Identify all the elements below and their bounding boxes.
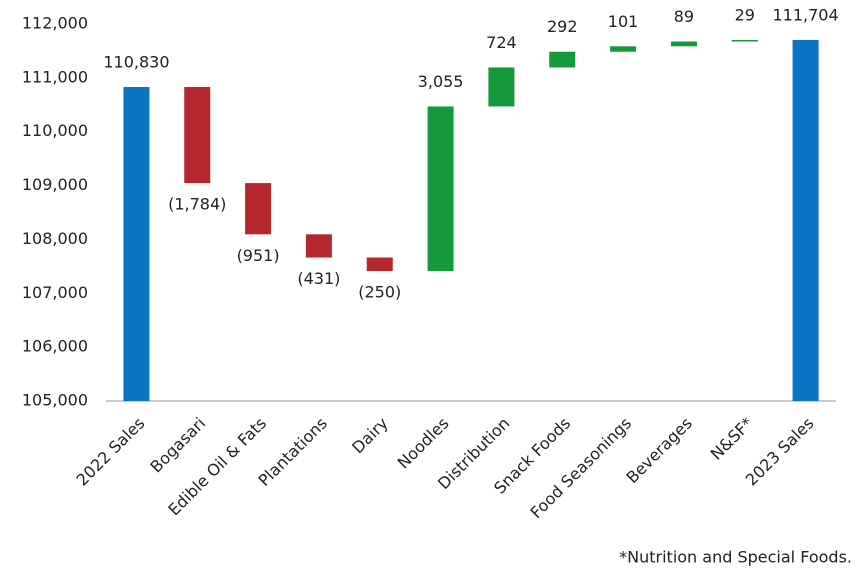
value-label: (250) (358, 282, 401, 301)
y-tick-label: 108,000 (22, 229, 88, 248)
x-tick-label: N&SF* (707, 414, 757, 464)
x-tick-label: Bogasari (146, 414, 209, 477)
value-label: 292 (547, 17, 578, 36)
x-tick-label: Beverages (622, 414, 695, 487)
bar (610, 46, 637, 52)
value-label: 110,830 (103, 53, 169, 72)
y-tick-label: 112,000 (22, 14, 88, 33)
bar (731, 39, 758, 42)
value-label: 29 (735, 5, 755, 24)
y-tick-label: 106,000 (22, 337, 88, 356)
x-tick-label: Food Seasonings (526, 414, 635, 523)
value-label: 111,704 (772, 5, 838, 24)
value-label: 3,055 (418, 72, 464, 91)
bar (305, 234, 332, 258)
y-tick-label: 110,000 (22, 121, 88, 140)
value-label: (431) (297, 269, 340, 288)
footnote: *Nutrition and Special Foods. (619, 548, 852, 567)
bar (549, 51, 576, 68)
x-tick-label: 2022 Sales (72, 414, 148, 490)
y-tick-label: 111,000 (22, 67, 88, 86)
value-label: 101 (608, 12, 639, 31)
bar (670, 41, 697, 47)
bar (184, 87, 211, 184)
bar (792, 39, 819, 402)
value-label: (951) (237, 246, 280, 265)
bar (123, 87, 150, 402)
x-tick-label: Noodles (394, 414, 453, 473)
value-label: (1,784) (168, 195, 226, 214)
x-tick-label: Dairy (348, 414, 392, 458)
bar (488, 67, 515, 107)
value-label: 89 (674, 7, 694, 26)
bar (427, 106, 454, 271)
y-tick-label: 109,000 (22, 175, 88, 194)
y-tick-label: 107,000 (22, 283, 88, 302)
y-tick-label: 105,000 (22, 391, 88, 410)
bar (245, 183, 272, 235)
bar (366, 257, 393, 271)
value-label: 724 (486, 33, 517, 52)
